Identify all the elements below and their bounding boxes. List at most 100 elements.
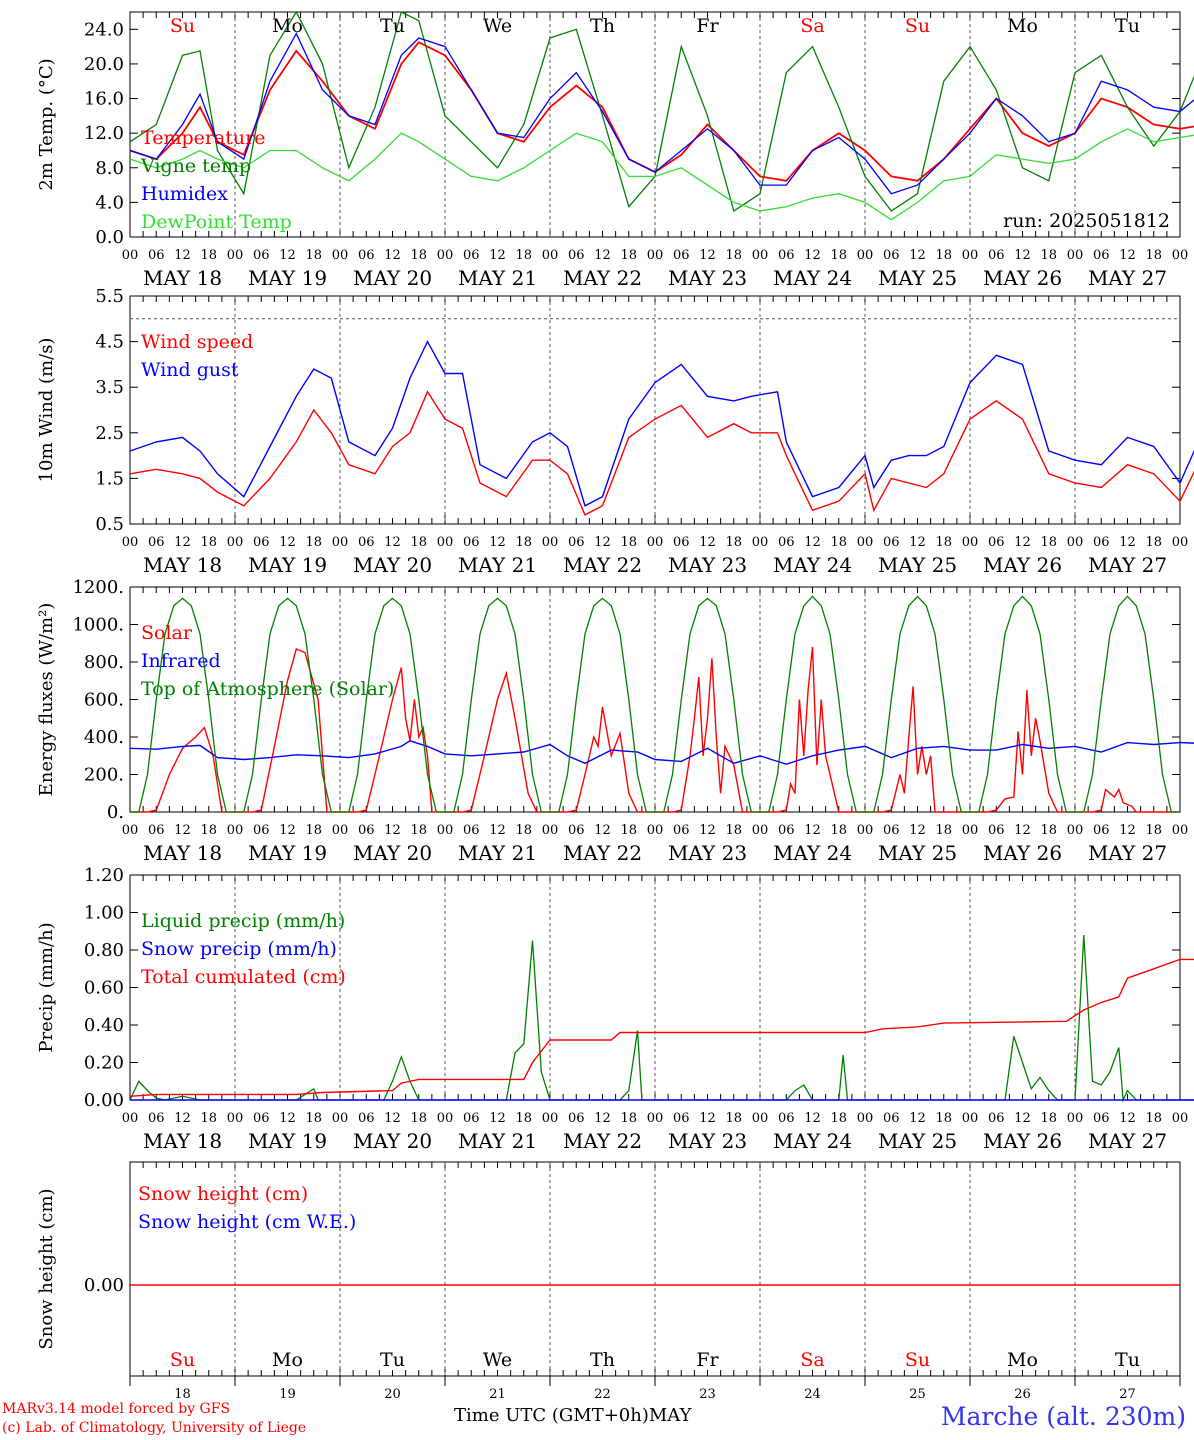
hour-tick-label: 18 — [200, 248, 217, 263]
hour-tick-label: 06 — [778, 1111, 795, 1126]
day-label: MAY 22 — [563, 266, 642, 290]
hour-tick-label: 00 — [122, 823, 139, 838]
weekday-label: Tu — [1115, 1349, 1140, 1371]
hour-tick-label: 00 — [857, 823, 874, 838]
hour-tick-label: 00 — [1172, 1111, 1189, 1126]
hour-tick-label: 00 — [332, 535, 349, 550]
day-label: MAY 27 — [1088, 1129, 1167, 1153]
hour-tick-label: 18 — [410, 823, 427, 838]
series-infrared — [129, 740, 1194, 765]
day-label: MAY 19 — [248, 841, 327, 865]
legend-entry: Total cumulated (cm) — [141, 966, 346, 988]
hour-tick-label: 00 — [227, 823, 244, 838]
hour-tick-label: 00 — [227, 1111, 244, 1126]
series-top-of-atmosphere-solar- — [130, 595, 1180, 813]
legend-entry: Vigne temp — [140, 155, 251, 177]
panel-frame — [129, 11, 1181, 238]
hour-tick-label: 06 — [463, 823, 480, 838]
day-label: MAY 18 — [143, 1129, 222, 1153]
hour-tick-label: 18 — [305, 1111, 322, 1126]
hour-tick-label: 18 — [620, 248, 637, 263]
hour-tick-label: 00 — [962, 1111, 979, 1126]
hour-tick-label: 06 — [463, 248, 480, 263]
hour-tick-label: 00 — [962, 248, 979, 263]
hour-tick-label: 12 — [804, 1111, 821, 1126]
hour-tick-label: 18 — [305, 823, 322, 838]
hour-tick-label: 18 — [830, 535, 847, 550]
day-label: MAY 20 — [353, 553, 432, 577]
hour-tick-label: 18 — [1145, 1111, 1162, 1126]
hour-tick-label: 06 — [883, 535, 900, 550]
bottom-day-number: 26 — [1014, 1387, 1031, 1402]
weekday-label: Tu — [380, 15, 405, 37]
y-tick-label: 600. — [84, 690, 124, 711]
legend-entry: Humidex — [141, 183, 228, 205]
hour-tick-label: 00 — [962, 823, 979, 838]
y-tick-label: 0.0 — [95, 227, 124, 248]
day-label: MAY 26 — [983, 266, 1062, 290]
hour-tick-label: 18 — [1040, 1111, 1057, 1126]
hour-tick-label: 12 — [909, 823, 926, 838]
hour-tick-label: 00 — [437, 248, 454, 263]
hour-tick-label: 06 — [1093, 535, 1110, 550]
day-label: MAY 25 — [878, 553, 957, 577]
weekday-label: Su — [905, 1349, 930, 1371]
hour-tick-label: 12 — [594, 823, 611, 838]
hour-tick-label: 06 — [568, 535, 585, 550]
hour-tick-label: 00 — [332, 823, 349, 838]
hour-tick-label: 06 — [568, 248, 585, 263]
hour-tick-label: 12 — [279, 535, 296, 550]
hour-tick-label: 00 — [1067, 248, 1084, 263]
weekday-label: Su — [905, 15, 930, 37]
y-axis-label: Snow height (cm) — [36, 1188, 57, 1349]
day-label: MAY 22 — [563, 1129, 642, 1153]
y-tick-label: 400. — [84, 727, 124, 748]
time-axis-label: Time UTC (GMT+0h)MAY — [454, 1405, 692, 1426]
weekday-label: Mo — [1007, 1349, 1038, 1371]
bottom-day-number: 21 — [489, 1387, 506, 1402]
day-label: MAY 21 — [458, 553, 537, 577]
bottom-day-number: 20 — [384, 1387, 401, 1402]
y-tick-label: 0.20 — [84, 1053, 124, 1074]
hour-tick-label: 00 — [542, 535, 559, 550]
hour-tick-label: 18 — [410, 248, 427, 263]
y-tick-label: 0.00 — [84, 1275, 124, 1296]
legend-entry: Temperature — [141, 127, 265, 149]
hour-tick-label: 12 — [489, 248, 506, 263]
hour-tick-label: 00 — [437, 823, 454, 838]
hour-tick-label: 00 — [1067, 823, 1084, 838]
hour-tick-label: 12 — [279, 1111, 296, 1126]
hour-tick-label: 00 — [1067, 535, 1084, 550]
day-label: MAY 18 — [143, 266, 222, 290]
day-label: MAY 22 — [563, 553, 642, 577]
hour-tick-label: 00 — [1067, 1111, 1084, 1126]
series-total-cumulated-cm- — [129, 958, 1194, 1097]
hour-tick-label: 12 — [699, 248, 716, 263]
y-tick-label: 5.5 — [95, 286, 124, 307]
y-tick-label: 0.60 — [84, 978, 124, 999]
y-tick-label: 20.0 — [84, 54, 124, 75]
hour-tick-label: 12 — [384, 823, 401, 838]
hour-tick-label: 06 — [1093, 823, 1110, 838]
hour-tick-label: 06 — [673, 823, 690, 838]
hour-tick-label: 18 — [515, 535, 532, 550]
bottom-day-number: 22 — [594, 1387, 611, 1402]
legend-entry: Liquid precip (mm/h) — [141, 910, 345, 932]
day-label: MAY 22 — [563, 841, 642, 865]
day-label: MAY 26 — [983, 1129, 1062, 1153]
y-tick-label: 0. — [107, 802, 124, 823]
hour-tick-label: 00 — [1172, 535, 1189, 550]
hour-tick-label: 00 — [542, 1111, 559, 1126]
model-credit: MARv3.14 model forced by GFS — [2, 1401, 231, 1417]
y-tick-label: 4.5 — [95, 332, 124, 353]
hour-tick-label: 00 — [752, 823, 769, 838]
y-tick-label: 3.5 — [95, 377, 124, 398]
y-tick-label: 2.5 — [95, 423, 124, 444]
hour-tick-label: 00 — [542, 248, 559, 263]
day-label: MAY 25 — [878, 841, 957, 865]
hour-tick-label: 12 — [489, 1111, 506, 1126]
hour-tick-label: 18 — [935, 248, 952, 263]
y-axis-label: 2m Temp. (°C) — [36, 58, 57, 190]
hour-tick-label: 06 — [778, 248, 795, 263]
hour-tick-label: 06 — [883, 823, 900, 838]
